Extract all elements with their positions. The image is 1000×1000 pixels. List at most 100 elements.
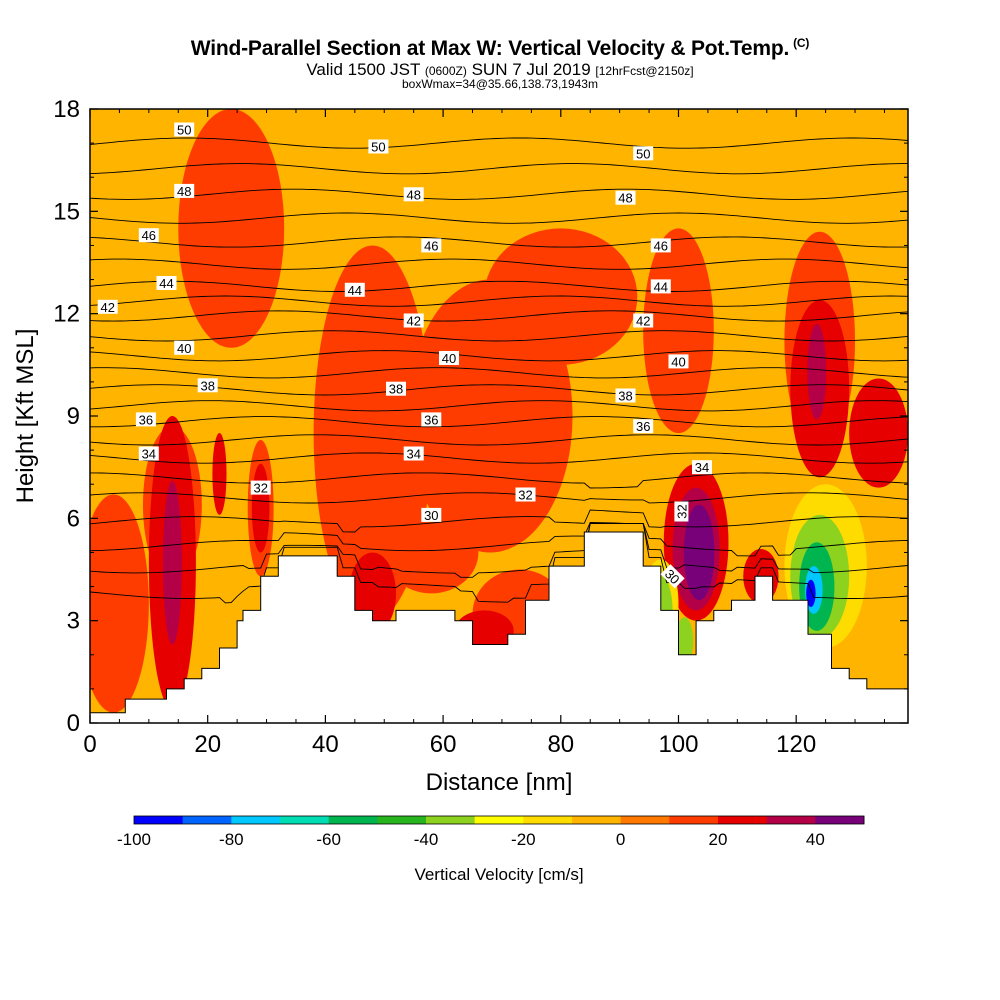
isentrope-label: 30 (660, 564, 685, 589)
velocity-cell (212, 433, 227, 515)
isentrope-label-box (138, 446, 159, 461)
velocity-cell (178, 109, 285, 348)
isentrope-label: 48 (403, 187, 424, 202)
isentrope-label-box (633, 313, 654, 328)
isentrope-label-text: 34 (406, 447, 420, 462)
isentrope-label-text: 48 (177, 184, 191, 199)
isentrope-line (90, 212, 908, 224)
velocity-cell (675, 617, 694, 666)
isentrope-label-text: 32 (518, 488, 532, 503)
colorbar-swatch (474, 816, 524, 824)
colorbar-tick-label: -100 (117, 830, 151, 849)
forecast-info: [12hrFcst@2150z] (595, 64, 694, 78)
y-tick-label: 3 (67, 608, 80, 635)
velocity-cell (807, 323, 827, 420)
isentrope-label: 42 (633, 313, 654, 329)
isentrope-label: 32 (515, 487, 536, 503)
isentrope-label: 38 (197, 378, 218, 393)
isentrope-line (90, 0, 908, 10)
isentrope-label-box (403, 187, 424, 202)
isentrope-line (90, 384, 908, 396)
y-tick-label: 9 (67, 403, 80, 430)
isentrope-line (90, 367, 908, 379)
colorbar-swatch (231, 816, 281, 824)
velocity-cell (693, 521, 711, 590)
colorbar-label: Vertical Velocity [cm/s] (414, 865, 583, 884)
isentrope-label-text: 30 (424, 508, 438, 523)
isentrope-label: 48 (615, 190, 636, 206)
colorbar-swatch (718, 816, 768, 824)
x-axis: 0 20 40 60 80 100 120 (83, 109, 885, 758)
x-tick-label: 0 (83, 731, 96, 758)
isentrope-label-text: 48 (618, 191, 632, 206)
isentrope-label-box (650, 238, 671, 253)
isentrope-label-box (633, 146, 654, 161)
isentropes (90, 0, 908, 604)
chart-subtitle: Valid 1500 JST (0600Z) SUN 7 Jul 2019 [1… (306, 60, 694, 79)
isentrope-label-text: 36 (139, 412, 153, 427)
isentrope-line (90, 416, 908, 428)
colorbar-swatch (669, 816, 719, 824)
isentrope-line (90, 452, 908, 464)
isentrope-label-box (386, 381, 406, 396)
isentrope-line (90, 236, 908, 248)
isentrope-label: 44 (156, 276, 177, 291)
isentrope-label: 38 (615, 388, 636, 404)
isentrope-label: 44 (344, 282, 365, 298)
isentrope-label-text: 48 (406, 187, 420, 202)
velocity-cell (806, 579, 816, 608)
isentrope-label: 36 (421, 412, 442, 427)
isentrope-label: 46 (650, 238, 671, 253)
x-tick-label: 40 (312, 731, 339, 758)
isentrope-label: 44 (650, 279, 671, 294)
isentrope-label-box (174, 122, 195, 137)
isentrope-label-box (135, 412, 156, 427)
velocity-cell (849, 378, 908, 488)
x-tick-label: 120 (776, 731, 816, 758)
isentrope-label-box (97, 299, 118, 314)
colorbar-tick-label: -60 (316, 830, 341, 849)
velocity-cell (162, 480, 182, 645)
isentrope-label: 34 (692, 460, 712, 475)
isentrope-label-box (174, 340, 195, 355)
isentrope-label-text: 46 (142, 228, 156, 243)
isentrope-line (90, 258, 908, 270)
isentrope-label: 38 (386, 381, 406, 397)
isentrope-label-text: 50 (177, 123, 191, 138)
velocity-cell (484, 228, 638, 365)
isentrope-label-text: 38 (200, 378, 214, 393)
isentrope-label-box (421, 238, 442, 253)
isentrope-label: 32 (250, 480, 271, 496)
colorbar-swatch (134, 816, 184, 824)
isentrope-label-text: 42 (406, 314, 420, 329)
isentrope-label-text: 44 (159, 276, 173, 291)
isentrope-label-text: 40 (442, 351, 456, 366)
x-tick-label: 100 (658, 731, 698, 758)
isentrope-label-box (439, 351, 459, 365)
isentrope-label-text: 38 (618, 389, 632, 404)
isentrope-label: 50 (633, 146, 654, 161)
colorbar-tick-label: -40 (414, 830, 439, 849)
isentrope-label-box (368, 139, 389, 154)
isentrope-line (90, 330, 908, 342)
isentrope-line (90, 295, 908, 307)
isentrope-label-text: 34 (142, 447, 156, 462)
isentrope-label-box (692, 460, 712, 475)
isentrope-label-box (660, 564, 685, 589)
isentrope-line (90, 137, 908, 149)
isentrope-line (90, 350, 908, 362)
isentrope-label-text: 44 (654, 279, 668, 294)
isentrope-label-text: 40 (177, 341, 191, 356)
colorbar-frame (133, 815, 865, 825)
box-info: boxWmax=34@35.66,138.73,1943m (402, 77, 598, 91)
utc-time: (0600Z) (424, 64, 467, 78)
isentrope-label-text: 34 (695, 460, 709, 475)
isentrope-label-text: 46 (424, 238, 438, 253)
isentrope-label-box (421, 507, 442, 522)
isentrope-label-text: 36 (424, 412, 438, 427)
isentrope-line (90, 523, 908, 604)
isentrope-label-text: 42 (100, 300, 114, 315)
isentrope-label-text: 40 (671, 354, 685, 369)
